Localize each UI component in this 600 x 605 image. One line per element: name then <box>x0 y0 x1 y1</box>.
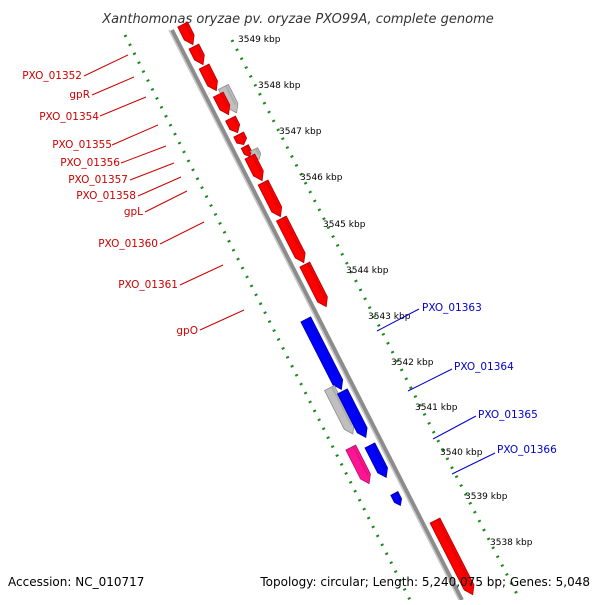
leader-line <box>120 145 167 164</box>
tick-label: 3547 kbp <box>279 127 322 137</box>
gene-label: gpL <box>124 206 143 218</box>
gene-label: gpO <box>176 325 198 337</box>
gene-arrow-pink-shade <box>352 445 369 476</box>
gene-arrow-reverse <box>364 442 388 479</box>
gene-arrow-forward <box>299 261 328 308</box>
tick-label: 3544 kbp <box>346 266 389 276</box>
leader-lines-right <box>376 308 496 475</box>
gene-arrow-pink <box>345 444 371 485</box>
gene-label: PXO_01365 <box>478 409 538 421</box>
gene-arrow-forward-shade <box>240 132 246 140</box>
gene-features <box>177 21 475 596</box>
gene-label: PXO_01364 <box>454 361 514 373</box>
gene-labels-right: PXO_01363 PXO_01364 PXO_01365 PXO_01366 <box>422 302 557 456</box>
accession-text: Accession: NC_010717 <box>8 575 144 589</box>
topology-text: Topology: circular; Length: 5,240,075 bp… <box>259 575 590 589</box>
gene-label: PXO_01354 <box>39 111 99 123</box>
gene-arrow-forward <box>257 179 283 218</box>
gene-arrow-forward-shade <box>195 44 203 57</box>
leader-line <box>199 309 245 331</box>
gene-arrow-reverse <box>300 316 344 391</box>
gene-arrow-reverse-shade <box>344 389 366 430</box>
tick-label: 3543 kbp <box>368 312 411 322</box>
leader-line <box>179 264 224 286</box>
gene-arrow-forward-shade <box>205 64 216 83</box>
gene-arrow-reverse <box>390 491 403 506</box>
leader-line <box>144 190 188 213</box>
gene-arrow-forward <box>198 63 218 92</box>
tick-label: 3548 kbp <box>258 81 301 91</box>
gene-arrow-forward-shade <box>436 518 473 587</box>
leader-lines-left <box>83 54 245 331</box>
gene-arrow-reverse-shade <box>371 443 386 470</box>
gene-arrow-forward <box>188 43 205 66</box>
tick-label: 3545 kbp <box>323 220 366 230</box>
genome-backbone <box>170 29 464 601</box>
gene-arrow-forward-shade <box>184 22 193 37</box>
gene-arrow-forward-shade <box>282 216 304 255</box>
leader-line <box>159 221 205 245</box>
gene-label: PXO_01361 <box>118 279 178 291</box>
gene-arrow-reverse <box>336 388 368 439</box>
tick-label: 3549 kbp <box>238 35 281 45</box>
gene-label: PXO_01366 <box>497 444 557 456</box>
gene-label: PXO_01352 <box>22 70 82 82</box>
gene-arrow-reverse-shade <box>307 317 342 382</box>
leader-line <box>111 124 159 146</box>
gene-arrow-forward <box>240 144 252 158</box>
gene-arrow-pseudo-shade <box>254 148 260 155</box>
gene-arrow-forward <box>233 131 248 146</box>
gene-label: PXO_01355 <box>52 139 112 151</box>
gene-label: PXO_01360 <box>98 238 158 250</box>
leader-line <box>99 96 147 117</box>
leader-line <box>376 308 420 332</box>
gene-arrow-forward <box>212 91 231 116</box>
map-title: Xanthomonas oryzae pv. oryzae PXO99A, co… <box>101 12 494 27</box>
tick-labels: 3549 kbp 3548 kbp 3547 kbp 3546 kbp 3545… <box>238 35 533 548</box>
gene-arrow-forward-shade <box>232 116 239 127</box>
gene-arrow-forward-shade <box>251 154 262 173</box>
tick-label: 3542 kbp <box>391 358 434 368</box>
gene-arrow-forward-shade <box>245 145 251 153</box>
genome-backbone-highlight <box>168 29 460 601</box>
gene-arrow-forward <box>275 215 306 264</box>
gene-arrow-forward <box>244 153 264 182</box>
gene-label: PXO_01356 <box>60 157 120 169</box>
gene-arrow-forward <box>429 517 475 596</box>
gene-label: gpR <box>69 89 90 101</box>
gene-arrow-forward <box>177 21 195 46</box>
leader-line <box>83 54 129 77</box>
leader-line <box>451 452 496 475</box>
gene-arrow-forward-shade <box>219 92 229 107</box>
gene-arrow-forward <box>225 115 241 134</box>
gene-label: PXO_01363 <box>422 302 482 314</box>
leader-line <box>129 162 175 181</box>
gene-arrow-pseudo-shade <box>331 386 353 427</box>
tick-label: 3546 kbp <box>300 173 343 183</box>
tick-label: 3541 kbp <box>415 403 458 413</box>
leader-line <box>137 176 182 197</box>
gene-arrow-forward-shade <box>264 180 281 209</box>
leader-line <box>91 76 135 96</box>
gene-labels-left: PXO_01352 gpR PXO_01354 PXO_01355 PXO_01… <box>22 70 198 337</box>
gene-label: PXO_01357 <box>68 174 128 186</box>
gene-label: PXO_01358 <box>76 190 136 202</box>
gene-arrow-reverse-shade <box>395 492 401 501</box>
gene-arrow-pseudo-shade <box>225 85 237 106</box>
tick-label: 3540 kbp <box>440 448 483 458</box>
leader-line <box>432 415 477 440</box>
leader-line <box>407 368 453 392</box>
tick-label: 3538 kbp <box>490 538 533 548</box>
gene-arrow-pseudo <box>323 384 355 435</box>
gene-arrow-forward-shade <box>306 262 326 299</box>
tick-label: 3539 kbp <box>465 492 508 502</box>
